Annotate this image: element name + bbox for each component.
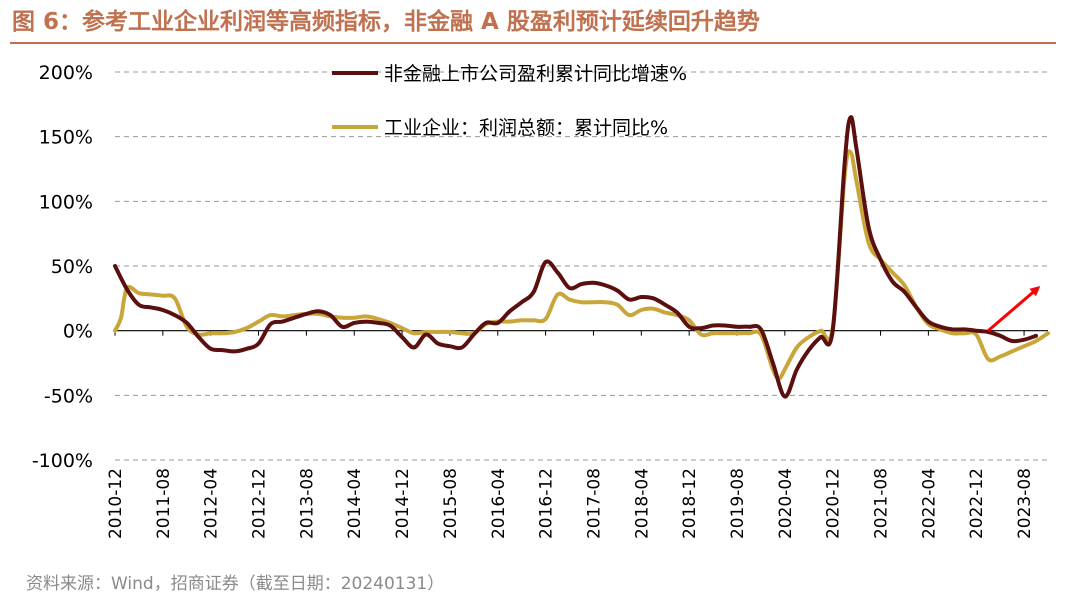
x-tick-label: 2022-04 [919, 468, 939, 539]
y-tick-label: 50% [51, 256, 93, 278]
title-divider [10, 42, 1056, 44]
source-note: 资料来源：Wind，招商证券（截至日期：20240131） [26, 574, 445, 594]
x-tick-label: 2017-08 [584, 468, 604, 539]
y-tick-label: 100% [39, 191, 93, 213]
x-tick-label: 2014-04 [345, 468, 365, 539]
x-tick-label: 2020-04 [776, 468, 796, 539]
legend: 非金融上市公司盈利累计同比增速% 工业企业：利润总额：累计同比% [332, 63, 687, 139]
x-tick-label: 2021-08 [872, 468, 892, 539]
trend-arrow [987, 286, 1041, 332]
x-tick-label: 2018-04 [632, 468, 652, 539]
y-tick-label: -100% [32, 450, 93, 472]
x-tick-label: 2016-04 [489, 468, 509, 539]
x-tick-label: 2018-12 [680, 468, 700, 539]
x-tick-label: 2015-08 [441, 468, 461, 539]
y-tick-label: -50% [44, 385, 93, 407]
x-tick-label: 2014-12 [393, 468, 413, 539]
annotations [987, 286, 1041, 332]
x-tick-label: 2012-04 [202, 468, 222, 539]
series-line-industrial-profit [113, 149, 1050, 381]
legend-label: 工业企业：利润总额：累计同比% [384, 117, 668, 139]
series-line-nonfinancial-profit [113, 115, 1038, 399]
x-axis: 2010-12 2011-08 2012-04 2012-12 2013-08 2014-… [106, 330, 1035, 539]
x-tick-label: 2011-08 [154, 468, 174, 539]
x-tick-label: 2023-08 [1015, 468, 1035, 539]
x-tick-label: 2022-12 [967, 468, 987, 539]
legend-label: 非金融上市公司盈利累计同比增速% [384, 63, 687, 85]
series-lines [113, 115, 1050, 399]
gridlines [115, 71, 1048, 461]
x-tick-label: 2010-12 [106, 468, 126, 539]
y-axis: -100% -50% 0% 50% 100% 150% 200% [32, 62, 93, 472]
x-tick-label: 2016-12 [537, 468, 557, 539]
x-tick-label: 2019-08 [728, 468, 748, 539]
chart-title: 图 6：参考工业企业利润等高频指标，非金融 A 股盈利预计延续回升趋势 [12, 9, 760, 35]
x-tick-label: 2020-12 [824, 468, 844, 539]
y-tick-label: 150% [39, 127, 93, 149]
y-tick-label: 0% [63, 321, 93, 343]
x-tick-label: 2013-08 [297, 468, 317, 539]
y-tick-label: 200% [39, 62, 93, 84]
x-tick-label: 2012-12 [250, 468, 270, 539]
